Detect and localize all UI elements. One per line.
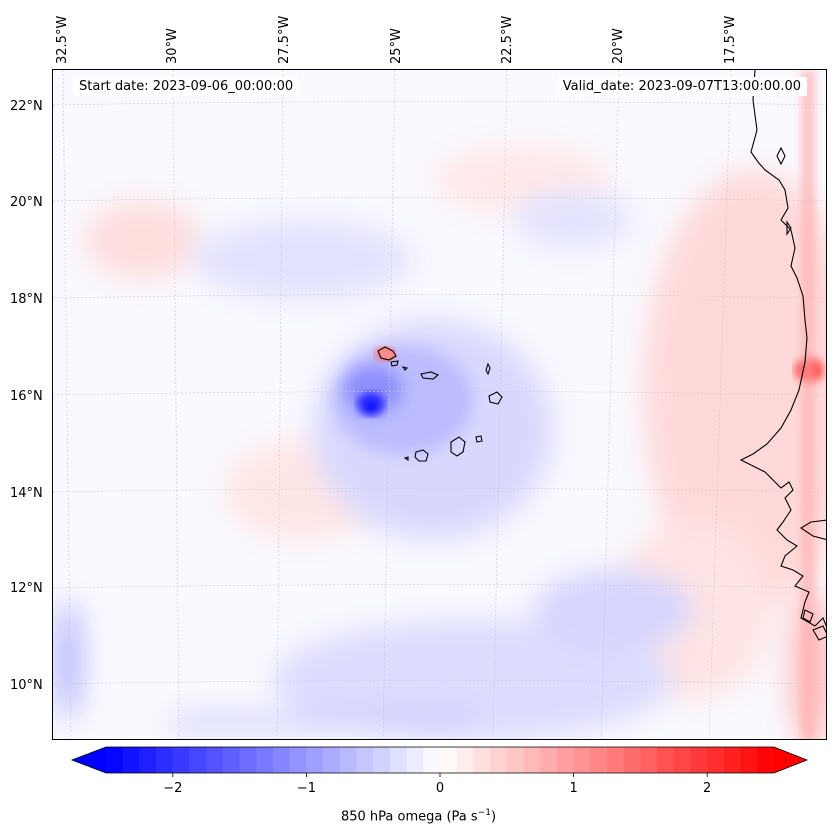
colorbar-cell — [222, 747, 241, 773]
colorbar-cell — [156, 747, 174, 773]
colorbar-cell — [523, 747, 541, 773]
colorbar-outline — [70, 746, 809, 774]
colorbar-label-main: 850 hPa omega (Pa s — [340, 809, 478, 825]
colorbar-cell — [573, 747, 591, 773]
colorbar-cell — [406, 747, 424, 773]
colorbar-cell — [440, 747, 458, 773]
graticule — [53, 70, 826, 739]
colorbar-cell — [556, 747, 575, 773]
colorbar-cell — [122, 747, 140, 773]
colorbar-cell — [256, 747, 274, 773]
colorbar-tick-label: 2 — [703, 781, 712, 796]
colorbar-cell — [323, 747, 341, 773]
colorbar-label-exponent: −1 — [477, 808, 491, 818]
colorbar-cell — [239, 747, 257, 773]
colorbar-cell — [373, 747, 391, 773]
omega-field — [53, 70, 826, 739]
colorbar-cell — [273, 747, 291, 773]
colorbar-cell — [740, 747, 758, 773]
colorbar-tick-label: 0 — [435, 781, 445, 796]
colorbar-extend-min — [72, 747, 106, 773]
colorbar-cell — [206, 747, 224, 773]
colorbar-cell — [423, 747, 441, 773]
map-panel: Start date: 2023-09-06_00:00:00 Valid_da… — [52, 69, 827, 740]
colorbar-cell — [690, 747, 708, 773]
colorbar-cell — [490, 747, 508, 773]
cabo-verde-coastline — [377, 346, 503, 462]
colorbar-label-close: ) — [490, 809, 497, 825]
colorbar-tick-label: −2 — [163, 781, 183, 796]
colorbar-cell — [339, 747, 357, 773]
valid-date-label: Valid_date: 2023-09-07T13:00:00.00 — [556, 77, 807, 96]
colorbar-cell — [607, 747, 625, 773]
colorbar-cell — [356, 747, 374, 773]
african-coastline — [739, 70, 826, 641]
colorbar-cell — [473, 747, 491, 773]
latitude-label: 18°N — [10, 292, 43, 307]
colorbar-cell — [590, 747, 608, 773]
ascent-peak — [357, 392, 385, 416]
colorbar-cell — [139, 747, 157, 773]
colorbar-cell — [657, 747, 675, 773]
colorbar-tick-label: −1 — [296, 781, 316, 796]
latitude-label: 14°N — [10, 486, 43, 501]
colorbar-cell — [540, 747, 558, 773]
latitude-label: 10°N — [10, 678, 43, 693]
colorbar-cell — [106, 747, 124, 773]
colorbar-extend-max — [774, 747, 807, 773]
descent-peak — [795, 70, 823, 739]
colorbar-label: 850 hPa omega (Pa s−1) — [0, 808, 837, 824]
colorbar-cell — [306, 747, 324, 773]
colorbar-cell — [172, 747, 190, 773]
colorbar-cell — [640, 747, 658, 773]
latitude-label: 12°N — [10, 581, 43, 596]
colorbar-tick-label: 1 — [569, 781, 578, 796]
latitude-label: 22°N — [10, 99, 43, 114]
colorbar-cell — [456, 747, 474, 773]
colorbar-cell — [707, 747, 725, 773]
colorbar-cell — [757, 747, 775, 773]
colorbar-cell — [506, 747, 524, 773]
colorbar-cell — [289, 747, 307, 773]
colorbar-cell — [723, 747, 742, 773]
latitude-label: 20°N — [10, 195, 43, 210]
latitude-label: 16°N — [10, 389, 43, 404]
colorbar-cell — [673, 747, 691, 773]
colorbar-cell — [189, 747, 207, 773]
start-date-label: Start date: 2023-09-06_00:00:00 — [73, 77, 300, 96]
colorbar-cell — [389, 747, 408, 773]
colorbar-cell — [623, 747, 641, 773]
